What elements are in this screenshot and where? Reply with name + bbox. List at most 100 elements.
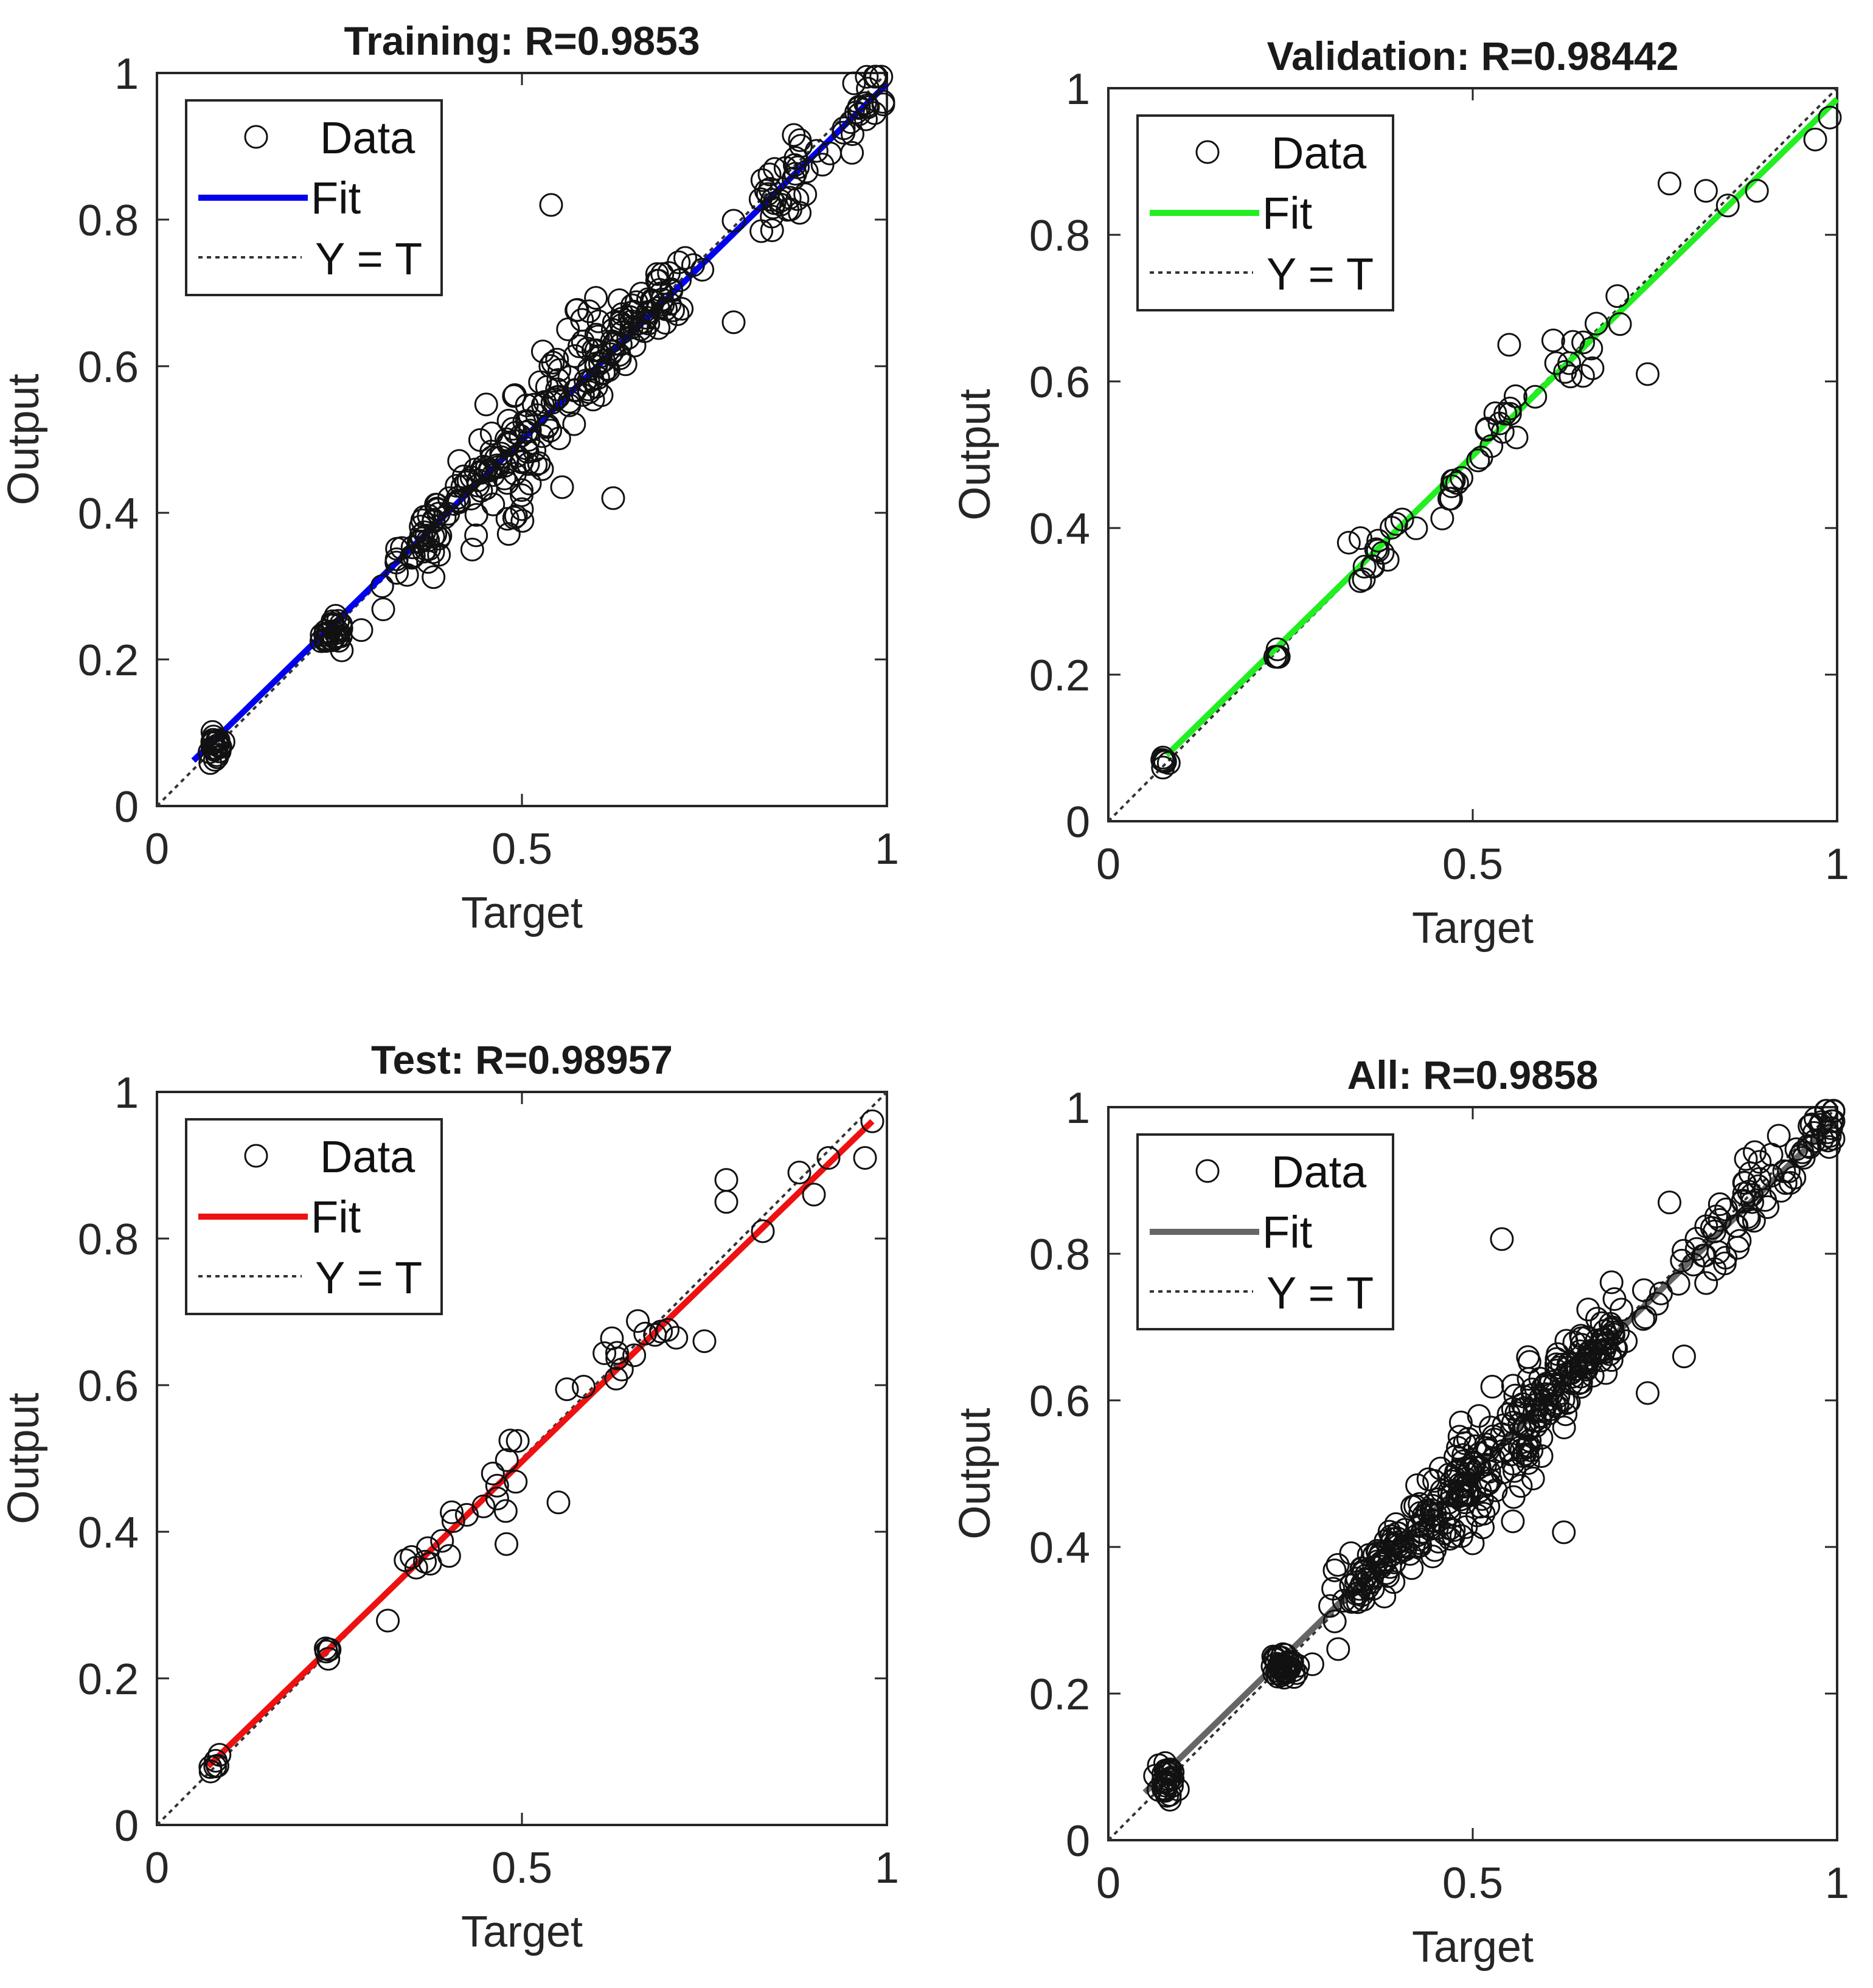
data-point [1708, 1208, 1732, 1232]
data-point [474, 392, 498, 417]
data-point [1360, 1563, 1385, 1588]
data-point [751, 1219, 775, 1243]
data-point [481, 492, 506, 516]
data-point [670, 297, 694, 321]
data-point [481, 1461, 505, 1486]
data-point [326, 609, 350, 633]
data-point [622, 299, 646, 324]
data-point [628, 317, 653, 341]
data-point [1348, 526, 1372, 551]
data-markers [198, 64, 895, 775]
data-point [856, 77, 880, 101]
y-tick-label: 0.2 [78, 636, 139, 685]
data-point [760, 218, 784, 243]
data-point [1492, 1413, 1516, 1437]
data-point [1568, 1339, 1592, 1363]
data-point [1339, 1573, 1363, 1597]
data-point [384, 551, 409, 575]
data-point [1470, 1487, 1494, 1511]
data-point [1461, 1531, 1485, 1555]
data-point [422, 565, 446, 589]
data-point [518, 471, 542, 496]
data-point [447, 449, 471, 473]
data-point [681, 253, 705, 277]
data-point [1737, 1207, 1761, 1231]
data-point [622, 1343, 647, 1368]
x-tick-label: 0.5 [492, 1844, 552, 1892]
data-point [1380, 515, 1404, 540]
data-point [376, 1608, 400, 1633]
y-tick-label: 0.2 [78, 1655, 139, 1704]
y-tick-label: 0.4 [1029, 1524, 1090, 1573]
y-axis-label: Output [951, 389, 999, 520]
data-point [556, 317, 580, 341]
data-point [1472, 1501, 1496, 1526]
data-point [1454, 1467, 1478, 1491]
data-point [664, 1326, 689, 1350]
chart-title: Training: R=0.9853 [344, 18, 700, 63]
data-point [863, 64, 887, 89]
data-point [562, 412, 586, 436]
data-point [1528, 1409, 1552, 1433]
data-point [596, 358, 620, 383]
data-point [1547, 1355, 1571, 1380]
panel-validation: 0 0.5 1 0 0.2 0.4 0.6 0.8 1 Validation: R=0.98442… [951, 33, 1849, 953]
data-point [1422, 1468, 1447, 1493]
data-point [1348, 569, 1372, 593]
data-point [1605, 284, 1630, 308]
data-point [485, 1473, 509, 1498]
y-tick-label: 0.8 [1029, 212, 1090, 260]
data-point [495, 1448, 519, 1472]
data-point [1724, 1214, 1748, 1238]
panel-test: 0 0.5 1 0 0.2 0.4 0.6 0.8 1 Test: R=0.98957 Target… [0, 1037, 899, 1956]
data-point [1462, 1451, 1487, 1476]
y-tick-label: 0.8 [1029, 1231, 1090, 1279]
data-point [1372, 1551, 1397, 1575]
data-point [1512, 1416, 1536, 1440]
y-axis-label: Output [951, 1408, 999, 1539]
data-point [1322, 1609, 1347, 1633]
data-point [576, 370, 600, 394]
data-point [1546, 1384, 1571, 1408]
y-tick-label: 0.8 [78, 1215, 139, 1264]
data-point [610, 1357, 634, 1382]
data-point [557, 393, 582, 417]
data-point [1601, 1320, 1625, 1344]
x-tick-label: 1 [1825, 840, 1849, 889]
legend: Data Fit Y = T [1136, 1133, 1394, 1330]
data-point [1818, 105, 1842, 130]
data-point [1580, 356, 1605, 380]
data-point [1544, 351, 1568, 375]
data-point [1480, 1375, 1504, 1399]
data-point [1818, 1124, 1842, 1148]
data-point [853, 91, 877, 116]
data-point [777, 186, 802, 210]
data-point [510, 483, 534, 507]
data-point [840, 122, 864, 147]
data-point [1150, 748, 1175, 772]
data-point [400, 1545, 424, 1569]
legend-identity-label: Y = T [1267, 1268, 1374, 1318]
data-point [1694, 1271, 1718, 1295]
data-point [584, 286, 608, 310]
data-point [1552, 1416, 1576, 1440]
data-point [1574, 1347, 1598, 1371]
data-point [1520, 1438, 1544, 1462]
y-tick-label: 0 [114, 1802, 139, 1851]
data-point [1440, 468, 1465, 493]
data-point [450, 474, 474, 499]
data-point [633, 1321, 658, 1346]
data-point [1157, 1767, 1181, 1792]
legend-fit-label: Fit [1262, 1207, 1313, 1257]
data-point [1790, 1140, 1815, 1164]
data-point [1715, 193, 1740, 218]
data-point [385, 561, 409, 585]
data-point [1521, 1466, 1545, 1490]
data-point [430, 1529, 454, 1553]
data-markers [198, 1109, 884, 1784]
data-point [527, 451, 551, 475]
data-point [1589, 1348, 1613, 1372]
legend-data-label: Data [320, 113, 415, 163]
data-point [437, 1544, 461, 1568]
data-point [1405, 1534, 1430, 1559]
